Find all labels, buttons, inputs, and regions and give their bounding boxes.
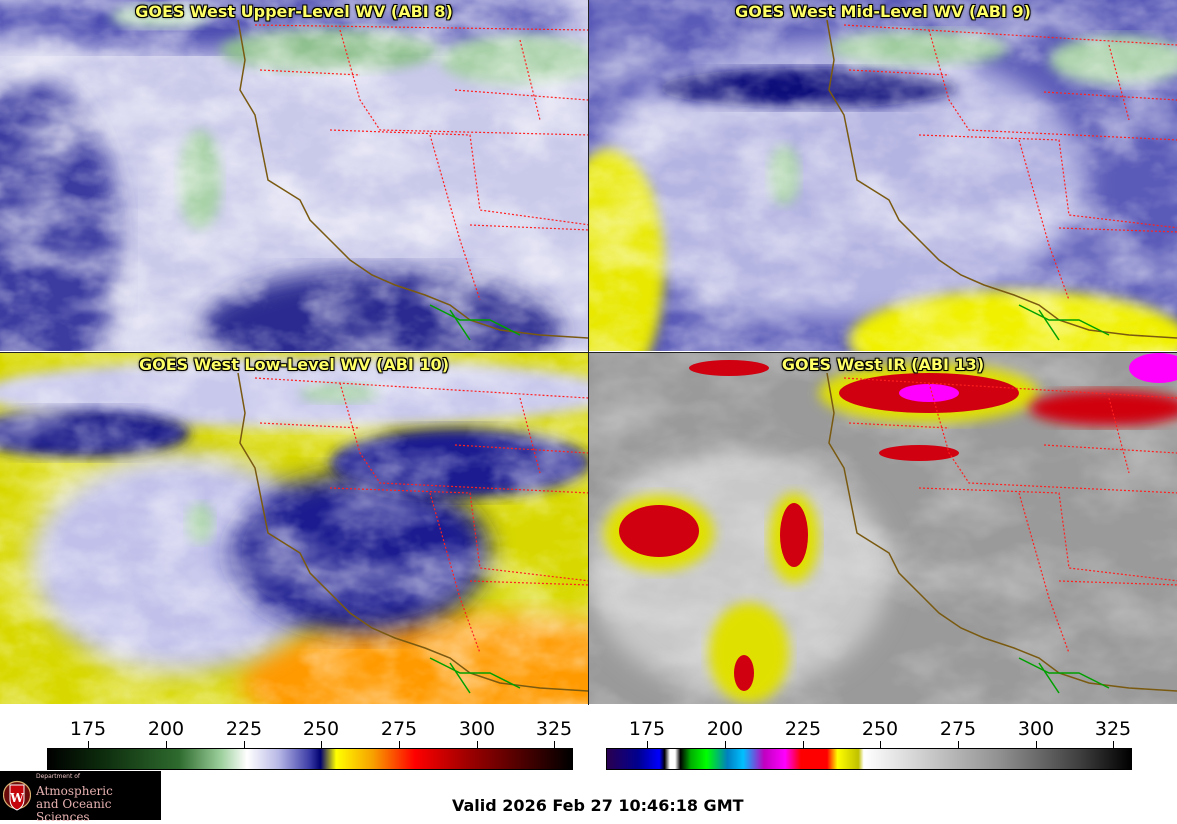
tick-mark	[554, 741, 555, 748]
tick-label: 325	[1094, 718, 1132, 740]
upper-level-wv-image	[0, 0, 588, 351]
tick-mark	[88, 741, 89, 748]
low-level-wv-image	[0, 353, 588, 704]
tick-label: 275	[939, 718, 977, 740]
panel-mid-level-wv: GOES West Mid-Level WV (ABI 9)	[589, 0, 1177, 351]
tick-mark	[244, 741, 245, 748]
tick-mark	[725, 741, 726, 748]
panel-title: GOES West Upper-Level WV (ABI 8)	[135, 2, 453, 21]
logo-name-line1: Atmospheric	[36, 784, 113, 798]
colorbar-wv	[47, 748, 573, 770]
tick-mark	[958, 741, 959, 748]
mid-level-wv-image	[589, 0, 1177, 351]
tick-label: 300	[1017, 718, 1055, 740]
panel-low-level-wv: GOES West Low-Level WV (ABI 10)	[0, 353, 588, 704]
panel-divider-horizontal	[0, 352, 1177, 353]
tick-label: 250	[861, 718, 899, 740]
valid-time-label: Valid 2026 Feb 27 10:46:18 GMT	[452, 796, 744, 815]
tick-label: 300	[458, 718, 496, 740]
svg-text:W: W	[9, 791, 24, 805]
university-seal-icon: W	[3, 780, 31, 811]
tick-mark	[1036, 741, 1037, 748]
panel-ir: GOES West IR (ABI 13)	[589, 353, 1177, 704]
colorbar-ir	[606, 748, 1132, 770]
tick-label: 275	[380, 718, 418, 740]
panel-title: GOES West Low-Level WV (ABI 10)	[138, 355, 449, 374]
tick-mark	[647, 741, 648, 748]
tick-label: 225	[225, 718, 263, 740]
tick-label: 325	[535, 718, 573, 740]
tick-mark	[321, 741, 322, 748]
panel-upper-level-wv: GOES West Upper-Level WV (ABI 8)	[0, 0, 588, 351]
tick-mark	[166, 741, 167, 748]
panel-title: GOES West IR (ABI 13)	[781, 355, 985, 374]
logo-name: Atmospheric and Oceanic Sciences	[36, 785, 161, 824]
tick-label: 250	[302, 718, 340, 740]
tick-label: 175	[69, 718, 107, 740]
tick-label: 200	[706, 718, 744, 740]
tick-label: 225	[784, 718, 822, 740]
tick-mark	[880, 741, 881, 748]
tick-label: 200	[147, 718, 185, 740]
tick-mark	[1113, 741, 1114, 748]
tick-mark	[803, 741, 804, 748]
tick-mark	[399, 741, 400, 748]
panel-title: GOES West Mid-Level WV (ABI 9)	[735, 2, 1031, 21]
aos-logo[interactable]: W Department of Atmospheric and Oceanic …	[0, 771, 161, 824]
ir-image	[589, 353, 1177, 704]
logo-department-line: Department of	[36, 773, 80, 780]
tick-mark	[477, 741, 478, 748]
tick-label: 175	[628, 718, 666, 740]
